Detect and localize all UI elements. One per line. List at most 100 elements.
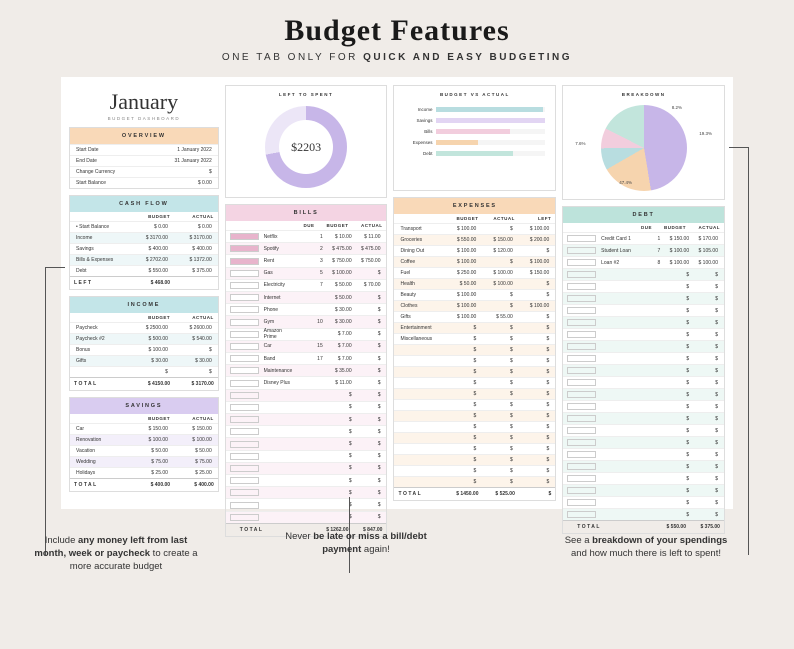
expense-row-empty[interactable]: $$$ [394,377,555,388]
expense-row[interactable]: Groceries$ 550.00$ 150.00$ 200.00 [394,234,555,245]
table-row[interactable]: • Start Balance$ 0.00$ 0.00 [70,221,218,232]
checkbox[interactable] [230,465,259,472]
checkbox[interactable] [230,270,259,277]
debt-row-empty[interactable]: $$ [563,340,724,352]
debt-row-empty[interactable]: $$ [563,376,724,388]
expense-row-empty[interactable]: $$$ [394,410,555,421]
checkbox[interactable] [567,367,596,374]
checkbox[interactable] [230,380,259,387]
bill-row[interactable]: Car15$ 7.00$ [226,340,387,352]
debt-row-empty[interactable]: $$ [563,280,724,292]
bill-row[interactable]: Gas5$ 100.00$ [226,267,387,279]
debt-row-empty[interactable]: $$ [563,316,724,328]
checkbox[interactable] [567,451,596,458]
table-row[interactable]: Car$ 150.00$ 150.00 [70,423,218,434]
checkbox[interactable] [230,489,259,496]
bill-row[interactable]: Band17$ 7.00$ [226,352,387,364]
checkbox[interactable] [567,283,596,290]
expense-row-empty[interactable]: $$$ [394,366,555,377]
checkbox[interactable] [567,307,596,314]
expense-row[interactable]: Miscellaneous$$$ [394,333,555,344]
debt-row-empty[interactable]: $$ [563,448,724,460]
debt-row-empty[interactable]: $$ [563,484,724,496]
checkbox[interactable] [567,511,596,518]
checkbox[interactable] [230,416,259,423]
expense-row-empty[interactable]: $$$ [394,421,555,432]
bill-row[interactable]: Amazon Prime$ 7.00$ [226,328,387,340]
bill-row-empty[interactable]: $$ [226,474,387,486]
expense-row-empty[interactable]: $$$ [394,443,555,454]
table-row[interactable]: Savings$ 400.00$ 400.00 [70,243,218,254]
expense-row-empty[interactable]: $$$ [394,344,555,355]
table-row[interactable]: Paycheck$ 2500.00$ 2600.00 [70,322,218,333]
debt-row-empty[interactable]: $$ [563,304,724,316]
table-row[interactable]: Holidays$ 25.00$ 25.00 [70,467,218,478]
checkbox[interactable] [230,282,259,289]
debt-row[interactable]: Student Loan7$ 100.00$ 105.00 [563,244,724,256]
bill-row[interactable]: Gym10$ 30.00$ [226,315,387,327]
table-row[interactable]: Renovation$ 100.00$ 100.00 [70,434,218,445]
checkbox[interactable] [567,295,596,302]
debt-row[interactable]: Loan #28$ 100.00$ 100.00 [563,256,724,268]
checkbox[interactable] [567,271,596,278]
checkbox[interactable] [567,499,596,506]
checkbox[interactable] [567,343,596,350]
debt-row-empty[interactable]: $$ [563,292,724,304]
bill-row-empty[interactable]: $$ [226,462,387,474]
checkbox[interactable] [567,247,596,254]
checkbox[interactable] [230,502,259,509]
bill-row[interactable]: Internet$ 50.00$ [226,291,387,303]
bill-row[interactable]: Electricity7$ 50.00$ 70.00 [226,279,387,291]
expense-row-empty[interactable]: $$$ [394,454,555,465]
checkbox[interactable] [567,331,596,338]
debt-row-empty[interactable]: $$ [563,508,724,520]
checkbox[interactable] [230,233,259,240]
checkbox[interactable] [230,392,259,399]
checkbox[interactable] [230,367,259,374]
checkbox[interactable] [567,355,596,362]
debt-row-empty[interactable]: $$ [563,352,724,364]
bill-row-empty[interactable]: $$ [226,498,387,510]
checkbox[interactable] [230,453,259,460]
table-row[interactable]: $$ [70,366,218,377]
bill-row[interactable]: Netflix1$ 10.00$ 11.00 [226,230,387,242]
expense-row[interactable]: Fuel$ 250.00$ 100.00$ 150.00 [394,267,555,278]
checkbox[interactable] [567,439,596,446]
checkbox[interactable] [230,306,259,313]
expense-row-empty[interactable]: $$$ [394,476,555,487]
table-row[interactable]: Wedding$ 75.00$ 75.00 [70,456,218,467]
bill-row-empty[interactable]: $$ [226,437,387,449]
table-row[interactable]: Paycheck #2$ 500.00$ 540.00 [70,333,218,344]
expense-row[interactable]: Entertainment$$$ [394,322,555,333]
checkbox[interactable] [567,379,596,386]
checkbox[interactable] [567,415,596,422]
checkbox[interactable] [230,245,259,252]
checkbox[interactable] [230,258,259,265]
debt-row-empty[interactable]: $$ [563,424,724,436]
checkbox[interactable] [230,343,259,350]
debt-row-empty[interactable]: $$ [563,400,724,412]
debt-row-empty[interactable]: $$ [563,364,724,376]
bill-row[interactable]: Maintenance$ 35.00$ [226,364,387,376]
bill-row[interactable]: Phone$ 30.00$ [226,303,387,315]
expense-row[interactable]: Gifts$ 100.00$ 55.00$ [394,311,555,322]
expense-row-empty[interactable]: $$$ [394,355,555,366]
checkbox[interactable] [230,441,259,448]
table-row[interactable]: Debt$ 550.00$ 375.00 [70,265,218,276]
checkbox[interactable] [567,403,596,410]
expense-row-empty[interactable]: $$$ [394,432,555,443]
expense-row[interactable]: Beauty$ 100.00$$ [394,289,555,300]
checkbox[interactable] [230,331,259,338]
expense-row[interactable]: Dining Out$ 100.00$ 120.00$ [394,245,555,256]
checkbox[interactable] [567,463,596,470]
checkbox[interactable] [230,428,259,435]
expense-row[interactable]: Transport$ 100.00$$ 100.00 [394,223,555,234]
checkbox[interactable] [567,319,596,326]
overview-row[interactable]: Change Currency$ [70,166,218,177]
debt-row-empty[interactable]: $$ [563,268,724,280]
bill-row-empty[interactable]: $$ [226,425,387,437]
checkbox[interactable] [567,259,596,266]
expense-row[interactable]: Clothes$ 100.00$$ 100.00 [394,300,555,311]
checkbox[interactable] [230,404,259,411]
checkbox[interactable] [567,235,596,242]
